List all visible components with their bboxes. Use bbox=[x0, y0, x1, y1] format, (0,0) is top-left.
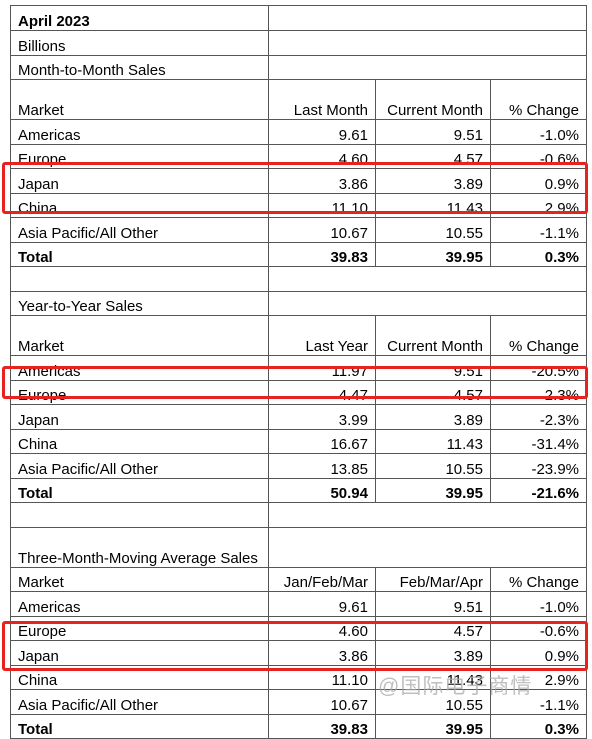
table-cell: Asia Pacific/All Other bbox=[10, 217, 269, 243]
table-cell: China bbox=[10, 428, 269, 454]
table-cell: 10.67 bbox=[268, 217, 376, 243]
highlight-box bbox=[2, 162, 588, 214]
table-cell bbox=[268, 30, 587, 56]
table-cell: 3.99 bbox=[268, 404, 376, 430]
table-cell: Total bbox=[10, 241, 269, 267]
table-cell: 10.55 bbox=[375, 453, 491, 479]
table-row: Market Last Year Current Month% Change bbox=[10, 315, 587, 356]
table-row: Asia Pacific/All Other 13.85 10.55 -23.9% bbox=[10, 453, 587, 479]
table-cell bbox=[268, 502, 587, 528]
table-cell: -23.9% bbox=[490, 453, 587, 479]
table-cell: Total bbox=[10, 713, 269, 739]
table-row: Month-to-Month Sales bbox=[10, 54, 587, 80]
table-cell: Americas bbox=[10, 119, 269, 145]
table-cell: 10.67 bbox=[268, 689, 376, 715]
table-cell: Month-to-Month Sales bbox=[10, 54, 269, 80]
table-cell: 9.61 bbox=[268, 591, 376, 617]
table-cell: 39.95 bbox=[375, 477, 491, 503]
table-cell: Japan bbox=[10, 168, 269, 194]
table-cell bbox=[10, 502, 269, 528]
highlight-box bbox=[2, 366, 588, 399]
table-cell: Last Month bbox=[268, 79, 376, 120]
table-row: Market Jan/Feb/Mar Feb/Mar/Apr% Change bbox=[10, 566, 587, 592]
table-cell: 13.85 bbox=[268, 453, 376, 479]
table-row bbox=[10, 502, 587, 528]
table-cell: 39.95 bbox=[375, 241, 491, 267]
table-cell: Jan/Feb/Mar bbox=[268, 566, 376, 592]
table-cell: Current Month bbox=[375, 315, 491, 356]
table-cell bbox=[268, 266, 587, 292]
table-cell: April 2023 bbox=[10, 5, 269, 31]
table-cell: Japan bbox=[10, 404, 269, 430]
table-cell: 39.83 bbox=[268, 713, 376, 739]
table-row: China 16.67 11.43 -31.4% bbox=[10, 428, 587, 454]
table-row: Japan 3.99 3.89 -2.3% bbox=[10, 404, 587, 430]
table-cell: Market bbox=[10, 315, 269, 356]
table-cell: 39.83 bbox=[268, 241, 376, 267]
table-cell: 9.51 bbox=[375, 119, 491, 145]
table-cell: -1.1% bbox=[490, 689, 587, 715]
highlight-box bbox=[2, 621, 588, 671]
table-cell bbox=[268, 290, 587, 316]
table-cell: 3.89 bbox=[375, 404, 491, 430]
table-cell bbox=[10, 266, 269, 292]
table-cell: Feb/Mar/Apr bbox=[375, 566, 491, 592]
table-cell: 39.95 bbox=[375, 713, 491, 739]
table-cell: % Change bbox=[490, 79, 587, 120]
table-cell: Asia Pacific/All Other bbox=[10, 453, 269, 479]
table-cell: 16.67 bbox=[268, 428, 376, 454]
table-cell: 50.94 bbox=[268, 477, 376, 503]
table-cell: 9.51 bbox=[375, 591, 491, 617]
table-cell: 3.86 bbox=[268, 640, 376, 666]
table-cell: Last Year bbox=[268, 315, 376, 356]
table-cell: Three-Month-Moving Average Sales bbox=[10, 526, 269, 568]
table-cell bbox=[268, 54, 587, 80]
table-cell: Year-to-Year Sales bbox=[10, 290, 269, 316]
table-cell: Total bbox=[10, 477, 269, 503]
table-cell: % Change bbox=[490, 566, 587, 592]
table-cell: 4.57 bbox=[375, 379, 491, 405]
table-cell: -1.1% bbox=[490, 217, 587, 243]
table-cell: 0.3% bbox=[490, 241, 587, 267]
table-cell bbox=[268, 5, 587, 31]
table-row bbox=[10, 266, 587, 292]
table-row: Americas 9.61 9.51 -1.0% bbox=[10, 119, 587, 145]
table-row: Americas 9.61 9.51 -1.0% bbox=[10, 591, 587, 617]
table-cell: Asia Pacific/All Other bbox=[10, 689, 269, 715]
table-cell: % Change bbox=[490, 315, 587, 356]
table-cell: 11.43 bbox=[375, 428, 491, 454]
table-cell: 0.3% bbox=[490, 713, 587, 739]
table-row: Asia Pacific/All Other 10.67 10.55 -1.1% bbox=[10, 217, 587, 243]
table-cell bbox=[268, 526, 587, 568]
table-cell: -2.3% bbox=[490, 404, 587, 430]
table-cell: Billions bbox=[10, 30, 269, 56]
watermark: @国际电子商情 bbox=[378, 675, 533, 698]
table-cell: -1.0% bbox=[490, 119, 587, 145]
table-cell: Market bbox=[10, 79, 269, 120]
table-row: April 2023 bbox=[10, 5, 587, 31]
page: {"title": "April 2023", "unit": "Billion… bbox=[2, 5, 588, 739]
table-cell: 10.55 bbox=[375, 217, 491, 243]
table-row: Three-Month-Moving Average Sales bbox=[10, 526, 587, 568]
table-row: Japan 3.86 3.89 0.9% bbox=[10, 168, 587, 194]
table-cell: 9.61 bbox=[268, 119, 376, 145]
table-row: Market Last Month Current Month% Change bbox=[10, 79, 587, 120]
table-cell: 2.3% bbox=[490, 379, 587, 405]
table-cell: Current Month bbox=[375, 79, 491, 120]
table-row: Total 50.94 39.95 -21.6% bbox=[10, 477, 587, 503]
table-row: Billions bbox=[10, 30, 587, 56]
table-row: Total 39.83 39.95 0.3% bbox=[10, 241, 587, 267]
table-cell: -1.0% bbox=[490, 591, 587, 617]
page-body: April 2023 Billions Month-to-Month Sales Ma… bbox=[2, 5, 588, 739]
table-cell: Market bbox=[10, 566, 269, 592]
table-cell: -31.4% bbox=[490, 428, 587, 454]
table-row: Year-to-Year Sales bbox=[10, 290, 587, 316]
table-cell: 0.9% bbox=[490, 168, 587, 194]
table-row: Total 39.83 39.95 0.3% bbox=[10, 713, 587, 739]
table-row: Europe 4.60 4.57 -0.6% bbox=[10, 615, 587, 641]
table-cell: -21.6% bbox=[490, 477, 587, 503]
table-cell: Americas bbox=[10, 591, 269, 617]
